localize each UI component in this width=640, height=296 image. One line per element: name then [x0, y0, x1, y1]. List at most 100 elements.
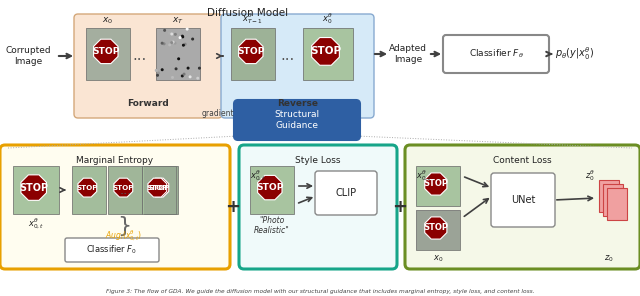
FancyBboxPatch shape — [491, 173, 555, 227]
Text: STOP: STOP — [77, 185, 98, 191]
Text: STOP: STOP — [19, 183, 48, 193]
Circle shape — [192, 38, 193, 40]
Text: $Aug_i(x_{0,t}^\theta)$: $Aug_i(x_{0,t}^\theta)$ — [106, 228, 143, 243]
Circle shape — [169, 44, 170, 46]
Text: $x_{0,t}^\theta$: $x_{0,t}^\theta$ — [250, 168, 266, 183]
Bar — [231, 28, 275, 80]
Bar — [144, 166, 178, 214]
Circle shape — [188, 67, 189, 69]
Bar — [72, 166, 106, 214]
FancyBboxPatch shape — [239, 145, 397, 269]
Text: STOP: STOP — [423, 179, 448, 189]
Text: UNet: UNet — [511, 195, 535, 205]
Bar — [416, 166, 460, 206]
Circle shape — [171, 42, 173, 44]
FancyBboxPatch shape — [65, 238, 159, 262]
Circle shape — [172, 77, 173, 78]
Circle shape — [157, 72, 159, 74]
FancyBboxPatch shape — [405, 145, 640, 269]
Bar — [231, 28, 275, 80]
FancyBboxPatch shape — [0, 145, 230, 269]
FancyBboxPatch shape — [607, 188, 627, 220]
Circle shape — [179, 37, 181, 38]
Circle shape — [198, 67, 200, 69]
Text: $z_0$: $z_0$ — [604, 254, 614, 265]
Text: STOP: STOP — [92, 47, 120, 56]
Circle shape — [156, 70, 157, 71]
Circle shape — [157, 75, 158, 76]
FancyBboxPatch shape — [315, 171, 377, 215]
Text: $x_{0,t}^\theta$: $x_{0,t}^\theta$ — [28, 216, 44, 231]
Text: STOP: STOP — [113, 185, 134, 191]
Bar — [303, 28, 353, 80]
Circle shape — [182, 75, 183, 77]
FancyBboxPatch shape — [603, 184, 623, 216]
Bar — [142, 166, 176, 214]
Bar — [108, 166, 142, 214]
Text: Reverse: Reverse — [277, 99, 318, 108]
Text: $p_\theta(y|x_0^\theta)$: $p_\theta(y|x_0^\theta)$ — [555, 46, 594, 62]
Bar — [72, 166, 106, 214]
FancyBboxPatch shape — [74, 14, 222, 118]
Text: Content Loss: Content Loss — [493, 156, 552, 165]
Text: $x_0$: $x_0$ — [102, 15, 113, 26]
Circle shape — [163, 43, 165, 45]
Text: STOP: STOP — [147, 185, 168, 191]
Bar — [416, 210, 460, 250]
Text: gradient: gradient — [202, 110, 234, 118]
Text: Figure 3: The flow of GDA. We guide the diffusion model with our structural guid: Figure 3: The flow of GDA. We guide the … — [106, 289, 534, 294]
Text: STOP: STOP — [310, 46, 341, 57]
Circle shape — [175, 68, 177, 70]
Circle shape — [178, 58, 179, 59]
Text: +: + — [225, 198, 241, 216]
Bar — [86, 28, 130, 80]
Text: CLIP: CLIP — [335, 188, 356, 198]
Circle shape — [197, 78, 198, 79]
FancyBboxPatch shape — [443, 35, 549, 73]
Circle shape — [164, 30, 165, 31]
Circle shape — [184, 44, 186, 45]
Circle shape — [168, 32, 170, 34]
Circle shape — [183, 73, 185, 75]
Bar — [144, 166, 178, 214]
Text: Corrupted
Image: Corrupted Image — [5, 46, 51, 66]
Text: STOP: STOP — [256, 183, 284, 192]
Text: ...: ... — [280, 49, 294, 64]
Circle shape — [161, 42, 163, 44]
Circle shape — [172, 41, 174, 43]
Bar — [416, 210, 460, 250]
FancyBboxPatch shape — [221, 14, 374, 118]
Bar — [13, 166, 59, 214]
Text: Marginal Entropy: Marginal Entropy — [76, 156, 154, 165]
Text: Classifier $F_\theta$: Classifier $F_\theta$ — [468, 48, 524, 60]
Bar — [108, 166, 142, 214]
Circle shape — [182, 35, 183, 37]
FancyBboxPatch shape — [599, 180, 619, 212]
Text: }: } — [117, 216, 131, 236]
Text: Structural
Guidance: Structural Guidance — [275, 110, 319, 130]
Circle shape — [171, 33, 173, 35]
Text: Forward: Forward — [127, 99, 169, 108]
Text: "Photo
Realistic": "Photo Realistic" — [254, 216, 290, 235]
Text: $x_0$: $x_0$ — [433, 254, 444, 265]
Text: STOP: STOP — [423, 223, 448, 232]
Bar — [86, 28, 130, 80]
Circle shape — [182, 36, 184, 38]
Text: $x_{0,t}^\theta$: $x_{0,t}^\theta$ — [416, 168, 433, 183]
Text: $x_T$: $x_T$ — [172, 15, 184, 26]
Circle shape — [186, 28, 188, 30]
Bar — [156, 28, 200, 80]
Text: $z_0^\theta$: $z_0^\theta$ — [585, 168, 595, 183]
Text: Diffusion Model: Diffusion Model — [207, 8, 289, 18]
Bar — [142, 166, 176, 214]
Circle shape — [182, 44, 184, 46]
Text: STOP: STOP — [148, 185, 170, 191]
Text: ...: ... — [133, 49, 147, 64]
FancyBboxPatch shape — [234, 100, 360, 140]
Circle shape — [175, 33, 176, 35]
Text: STOP: STOP — [237, 47, 264, 56]
Text: $x_{T-1}^\theta$: $x_{T-1}^\theta$ — [243, 11, 264, 26]
Circle shape — [174, 42, 176, 44]
Text: +: + — [392, 198, 408, 216]
Text: ...: ... — [120, 184, 132, 197]
